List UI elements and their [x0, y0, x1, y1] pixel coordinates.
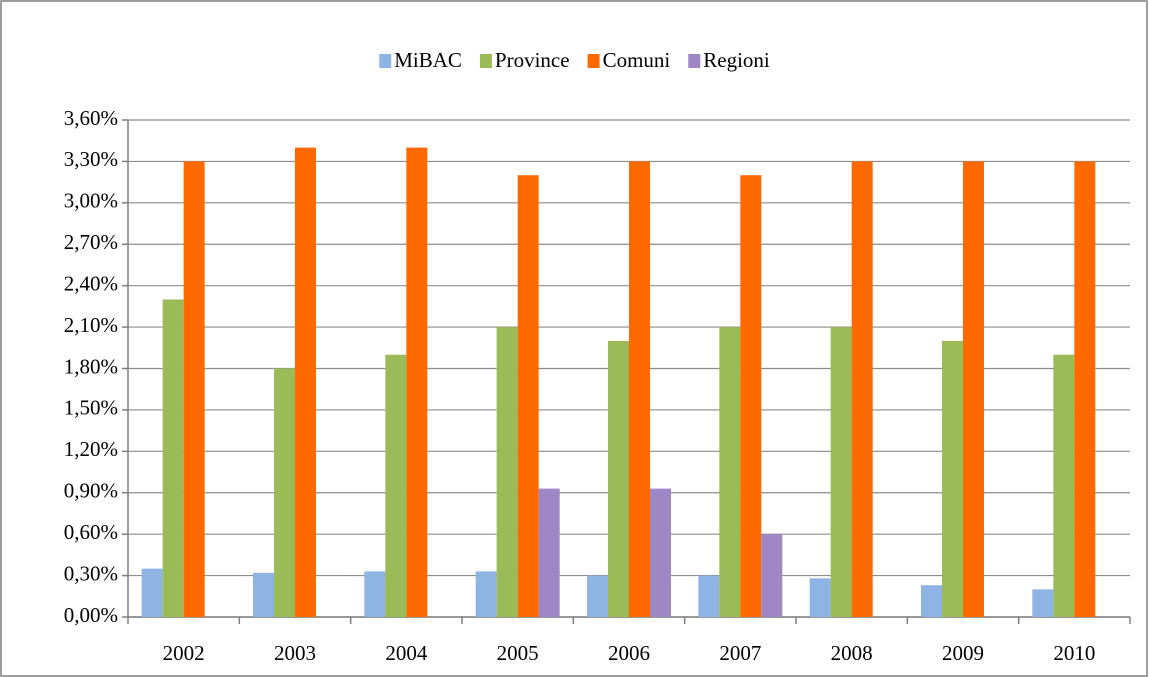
- bar: [1032, 589, 1054, 617]
- y-tick-label: 1,20%: [64, 437, 118, 461]
- bar: [1053, 354, 1075, 617]
- x-tick-label: 2007: [719, 641, 761, 665]
- y-tick-label: 0,60%: [64, 520, 118, 544]
- y-tick-label: 2,70%: [64, 230, 118, 254]
- y-tick-label: 1,80%: [64, 354, 118, 378]
- bar: [538, 488, 560, 617]
- x-tick-label: 2005: [497, 641, 539, 665]
- bar: [475, 571, 497, 617]
- bar: [650, 488, 671, 617]
- bar: [385, 354, 407, 617]
- bar: [629, 161, 650, 617]
- bar: [830, 327, 852, 617]
- y-tick-label: 3,60%: [64, 106, 118, 130]
- bar: [1074, 161, 1096, 617]
- legend-swatch: [479, 54, 492, 68]
- bar: [162, 299, 184, 617]
- legend-swatch: [379, 54, 392, 68]
- bar: [740, 175, 762, 617]
- bar: [295, 147, 316, 617]
- legend-label: Regioni: [703, 48, 770, 72]
- legend-swatch: [688, 54, 701, 68]
- bar: [851, 161, 873, 617]
- x-tick-label: 2009: [942, 641, 984, 665]
- y-tick-label: 3,00%: [64, 189, 118, 213]
- bar: [608, 340, 629, 617]
- bar: [719, 327, 741, 617]
- x-tick-label: 2003: [274, 641, 316, 665]
- legend-swatch: [587, 54, 600, 68]
- bar: [496, 327, 518, 617]
- bar: [809, 578, 831, 617]
- x-tick-label: 2004: [385, 641, 428, 665]
- y-tick-label: 0,90%: [64, 479, 118, 503]
- y-tick-label: 3,30%: [64, 147, 118, 171]
- x-tick-label: 2008: [831, 641, 873, 665]
- legend-label: Comuni: [603, 48, 671, 72]
- bar: [253, 572, 274, 617]
- bar: [942, 340, 963, 617]
- bar: [921, 585, 942, 617]
- bar: [517, 175, 539, 617]
- legend-label: MiBAC: [394, 48, 462, 72]
- bar: [364, 571, 386, 617]
- y-tick-label: 0,00%: [64, 603, 118, 627]
- y-tick-label: 0,30%: [64, 561, 118, 585]
- bar: [963, 161, 984, 617]
- y-tick-label: 2,10%: [64, 313, 118, 337]
- legend-label: Province: [495, 48, 570, 72]
- bar: [274, 368, 295, 617]
- bar: [406, 147, 428, 617]
- x-tick-label: 2006: [608, 641, 650, 665]
- bar: [698, 575, 720, 617]
- bar: [761, 534, 783, 617]
- y-tick-label: 1,50%: [64, 396, 118, 420]
- y-tick-label: 2,40%: [64, 271, 118, 295]
- bar: [141, 568, 163, 617]
- x-tick-label: 2010: [1053, 641, 1095, 665]
- legend: MiBAC Province Comuni Regioni: [379, 48, 770, 72]
- x-tick-label: 2002: [163, 641, 205, 665]
- bar: [183, 161, 205, 617]
- bar: [587, 575, 608, 617]
